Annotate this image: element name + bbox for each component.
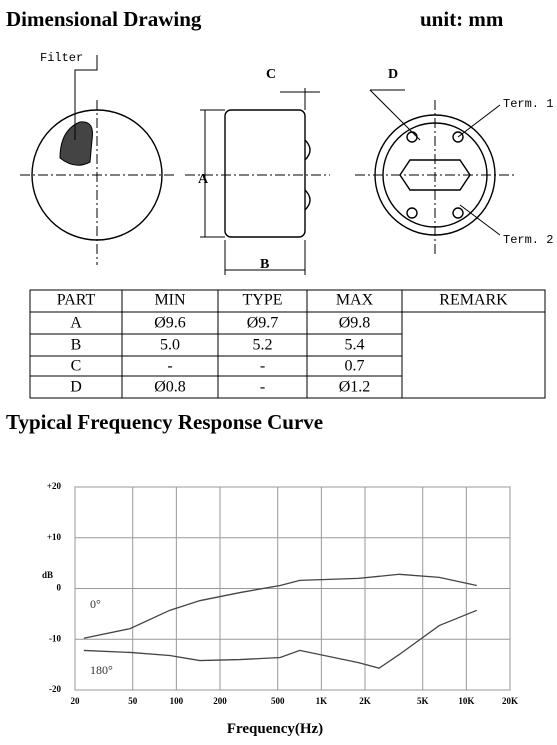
table: PART MIN TYPE MAX REMARK A Ø9.6 Ø9.7 Ø9.8 B 5.0 5.2… — [29, 289, 546, 399]
x-tick-label: 20K — [502, 696, 518, 706]
x-tick-label: 500 — [271, 696, 285, 706]
cell: Ø0.8 — [154, 379, 186, 396]
y-axis-label: dB — [42, 570, 53, 580]
cell: - — [260, 379, 265, 396]
front-view — [20, 55, 175, 265]
title: Dimensional Drawing — [6, 7, 202, 31]
cell: Ø1.2 — [339, 379, 371, 396]
cell: - — [260, 358, 265, 375]
header-cell: MAX — [336, 292, 374, 309]
x-tick-label: 20 — [71, 696, 81, 706]
x-tick-label: 200 — [213, 696, 227, 706]
cell: Ø9.6 — [154, 315, 186, 332]
cell: 0.7 — [345, 358, 365, 375]
cell: 5.0 — [160, 337, 180, 354]
term1: Term. 1 — [503, 97, 553, 111]
cell: Ø9.8 — [339, 315, 371, 332]
x-tick-label: 100 — [170, 696, 184, 706]
cell: 5.4 — [345, 337, 365, 354]
header-cell: TYPE — [243, 292, 283, 309]
y-tick-label: -20 — [49, 684, 61, 694]
series-line — [83, 573, 477, 639]
filter-label: Filter — [40, 51, 83, 65]
table-border — [29, 289, 546, 399]
y-tick-label: +10 — [47, 532, 62, 542]
x-axis-label: Frequency(Hz) — [227, 721, 323, 737]
series-label: 180° — [90, 663, 113, 677]
series-label: 0° — [90, 597, 101, 611]
x-tick-label: 1K — [316, 696, 328, 706]
cell: B — [71, 337, 82, 354]
section-title: Typical Frequency Response Curve — [6, 410, 323, 434]
header-cell: REMARK — [439, 292, 508, 309]
cell: - — [167, 358, 172, 375]
x-tick-label: 2K — [359, 696, 371, 706]
cell: A — [70, 315, 82, 332]
y-tick-label: +20 — [47, 481, 62, 491]
dim-d: D — [388, 67, 398, 82]
x-tick-label: 5K — [417, 696, 429, 706]
chart: -20 -10 0 +10 +20 20 50 100 200 500 1K 2K 5K 10K 20K dB… — [42, 481, 518, 737]
y-tick-label: -10 — [49, 633, 61, 643]
x-tick-label: 50 — [128, 696, 138, 706]
cell: Ø9.7 — [247, 315, 279, 332]
cell: 5.2 — [253, 337, 273, 354]
x-tick-label: 10K — [458, 696, 474, 706]
cell: C — [71, 358, 82, 375]
dim-a: A — [198, 172, 209, 187]
dim-b: B — [260, 257, 269, 272]
side-view — [185, 88, 330, 275]
y-tick-label: 0 — [57, 583, 62, 593]
unit: unit: mm — [420, 7, 504, 31]
back-view — [355, 89, 515, 255]
header-cell: MIN — [154, 292, 186, 309]
term2: Term. 2 — [503, 233, 553, 247]
cell: D — [70, 379, 82, 396]
dim-c: C — [266, 67, 276, 82]
header-cell: PART — [57, 292, 96, 309]
series-line — [83, 609, 478, 669]
